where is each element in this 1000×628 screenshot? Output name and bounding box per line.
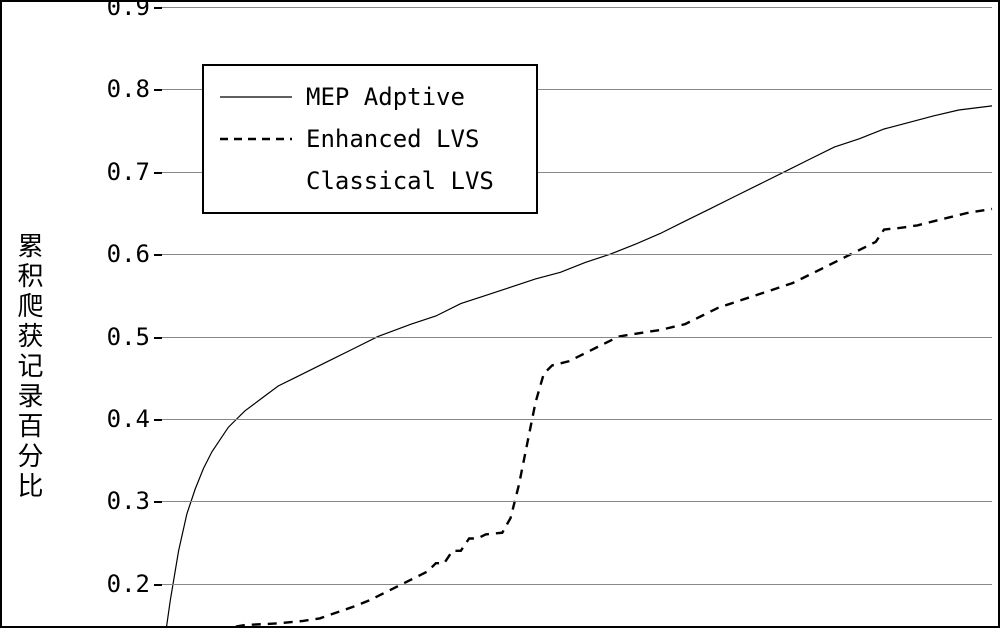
chart-container: 累积爬获记录百分比 0.2 0.3 0.4 0.5 0.6 0.7 0.8 0.9 MEP A… bbox=[0, 0, 1000, 628]
ytick-label: 0.7 bbox=[107, 158, 150, 186]
legend-label: Classical LVS bbox=[306, 167, 494, 195]
legend-swatch bbox=[220, 127, 292, 151]
legend-label: Enhanced LVS bbox=[306, 125, 479, 153]
ytick bbox=[154, 89, 162, 91]
gridline bbox=[162, 254, 992, 255]
legend: MEP Adptive Enhanced LVS Classical LVS bbox=[202, 64, 538, 214]
gridline bbox=[162, 501, 992, 502]
legend-item: MEP Adptive bbox=[220, 76, 516, 118]
gridline bbox=[162, 7, 992, 8]
gridline bbox=[162, 419, 992, 420]
ytick bbox=[154, 7, 162, 9]
ytick-label: 0.6 bbox=[107, 240, 150, 268]
ytick-label: 0.5 bbox=[107, 323, 150, 351]
y-axis-label: 累积爬获记录百分比 bbox=[10, 232, 47, 502]
legend-label: MEP Adptive bbox=[306, 83, 465, 111]
ytick-label: 0.4 bbox=[107, 405, 150, 433]
ytick bbox=[154, 254, 162, 256]
ytick bbox=[154, 584, 162, 586]
ytick bbox=[154, 419, 162, 421]
ytick bbox=[154, 172, 162, 174]
legend-swatch bbox=[220, 169, 292, 193]
ytick-label: 0.9 bbox=[107, 0, 150, 21]
ytick bbox=[154, 337, 162, 339]
legend-item: Classical LVS bbox=[220, 160, 516, 202]
ytick-label: 0.8 bbox=[107, 75, 150, 103]
ytick bbox=[154, 501, 162, 503]
gridline bbox=[162, 337, 992, 338]
legend-item: Enhanced LVS bbox=[220, 118, 516, 160]
gridline bbox=[162, 584, 992, 585]
ytick-label: 0.3 bbox=[107, 487, 150, 515]
ytick-label: 0.2 bbox=[107, 570, 150, 598]
legend-swatch bbox=[220, 85, 292, 109]
